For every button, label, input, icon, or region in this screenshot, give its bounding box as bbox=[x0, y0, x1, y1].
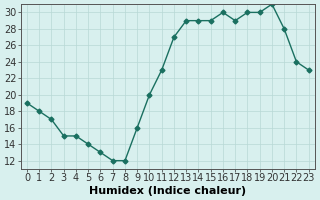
X-axis label: Humidex (Indice chaleur): Humidex (Indice chaleur) bbox=[89, 186, 246, 196]
